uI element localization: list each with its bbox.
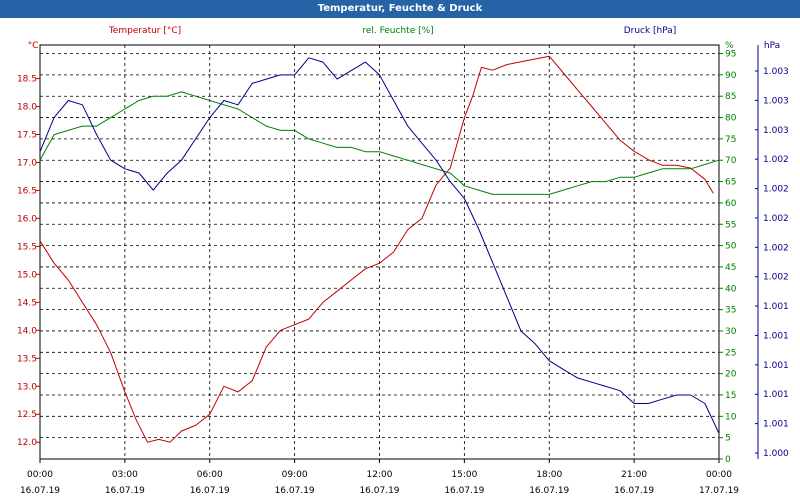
- pressure-line: [39, 57, 720, 434]
- y-right-tick-label: 20: [725, 370, 737, 380]
- y-left-tick-label: 15.0: [17, 270, 37, 280]
- y-outer-tick-label: 1.002: [763, 243, 789, 253]
- y-right-tick-label: 40: [725, 284, 737, 294]
- humidity-line: [39, 91, 720, 195]
- y-left-tick-label: 14.0: [17, 326, 37, 336]
- x-tick-label-date: 16.07.19: [275, 486, 315, 496]
- x-tick-label-time: 03:00: [112, 470, 138, 480]
- y-right-tick-label: 50: [725, 242, 737, 252]
- y-right-tick-label: 65: [725, 178, 736, 188]
- y-right-unit: %: [725, 41, 734, 51]
- x-tick-label-time: 21:00: [621, 470, 647, 480]
- y-right-tick-label: 25: [725, 348, 736, 358]
- y-right-tick-label: 15: [725, 391, 736, 401]
- y-outer-tick-label: 1.003: [763, 126, 789, 136]
- y-left-unit: °C: [28, 41, 39, 51]
- x-tick-label-date: 16.07.19: [614, 486, 654, 496]
- x-tick-label-time: 00:00: [27, 470, 53, 480]
- y-right-tick-label: 30: [725, 327, 737, 337]
- y-left-tick-label: 17.5: [17, 131, 37, 141]
- y-left-tick-label: 12.5: [17, 410, 37, 420]
- legend-pressure: Druck [hPa]: [624, 26, 677, 36]
- x-tick-label-time: 00:00: [706, 470, 732, 480]
- x-tick-label-date: 16.07.19: [529, 486, 569, 496]
- y-left-tick-label: 15.5: [17, 242, 37, 252]
- y-right-tick-label: 35: [725, 306, 736, 316]
- chart-window-title: Temperatur, Feuchte & Druck: [0, 0, 800, 18]
- y-right-tick-label: 80: [725, 114, 737, 124]
- legend-temperature: Temperatur [°C]: [108, 26, 181, 36]
- y-outer-tick-label: 1.002: [763, 185, 789, 195]
- series-lines: [39, 55, 720, 443]
- x-tick-label-date: 16.07.19: [190, 486, 230, 496]
- x-tick-label-date: 16.07.19: [105, 486, 145, 496]
- y-left-tick-label: 18.0: [17, 103, 37, 113]
- grid: [40, 45, 719, 459]
- x-tick-label-date: 17.07.19: [699, 486, 739, 496]
- y-outer-tick-label: 1.001: [763, 302, 789, 312]
- axis-labels: 00:00 16.07.19 03:00 16.07.19 06:00 16.07.19 0…: [17, 26, 789, 496]
- y-left-tick-label: 14.5: [17, 298, 37, 308]
- axes: [36, 44, 759, 463]
- y-outer-tick-label: 1.003: [763, 96, 789, 106]
- y-outer-tick-label: 1.002: [763, 155, 789, 165]
- x-tick-label-time: 15:00: [451, 470, 477, 480]
- y-outer-tick-label: 1.001: [763, 331, 789, 341]
- y-outer-tick-label: 1.001: [763, 420, 789, 430]
- y-outer-tick-label: 1.002: [763, 214, 789, 224]
- y-left-tick-label: 16.0: [17, 214, 37, 224]
- y-left-tick-label: 18.5: [17, 75, 37, 85]
- y-right-tick-label: 0: [725, 455, 731, 465]
- y-right-tick-label: 90: [725, 71, 737, 81]
- y-outer-tick-label: 1.001: [763, 361, 789, 371]
- y-right-tick-label: 55: [725, 220, 736, 230]
- y-left-tick-label: 16.5: [17, 186, 37, 196]
- x-tick-label-time: 09:00: [282, 470, 308, 480]
- y-right-tick-label: 85: [725, 92, 736, 102]
- y-outer-tick-label: 1.001: [763, 390, 789, 400]
- x-tick-label-date: 16.07.19: [444, 486, 484, 496]
- y-right-tick-label: 75: [725, 135, 736, 145]
- y-right-tick-label: 45: [725, 263, 736, 273]
- y-left-tick-label: 13.5: [17, 354, 37, 364]
- y-right-tick-label: 5: [725, 434, 731, 444]
- y-left-tick-label: 12.0: [17, 438, 37, 448]
- y-left-tick-label: 13.0: [17, 382, 37, 392]
- y-outer-unit: hPa: [764, 41, 780, 51]
- y-right-tick-label: 95: [725, 50, 736, 60]
- x-tick-label-time: 18:00: [536, 470, 562, 480]
- y-outer-tick-label: 1.000: [763, 449, 789, 459]
- y-outer-tick-label: 1.003: [763, 67, 789, 77]
- y-right-tick-label: 60: [725, 199, 737, 209]
- legend-humidity: rel. Feuchte [%]: [362, 26, 433, 36]
- y-right-tick-label: 70: [725, 156, 737, 166]
- temperature-line: [39, 55, 714, 443]
- x-tick-label-time: 12:00: [367, 470, 393, 480]
- y-left-tick-label: 17.0: [17, 158, 37, 168]
- y-outer-tick-label: 1.002: [763, 273, 789, 283]
- x-tick-label-time: 06:00: [197, 470, 223, 480]
- y-right-tick-label: 10: [725, 412, 737, 422]
- x-tick-label-date: 16.07.19: [359, 486, 399, 496]
- x-tick-label-date: 16.07.19: [20, 486, 60, 496]
